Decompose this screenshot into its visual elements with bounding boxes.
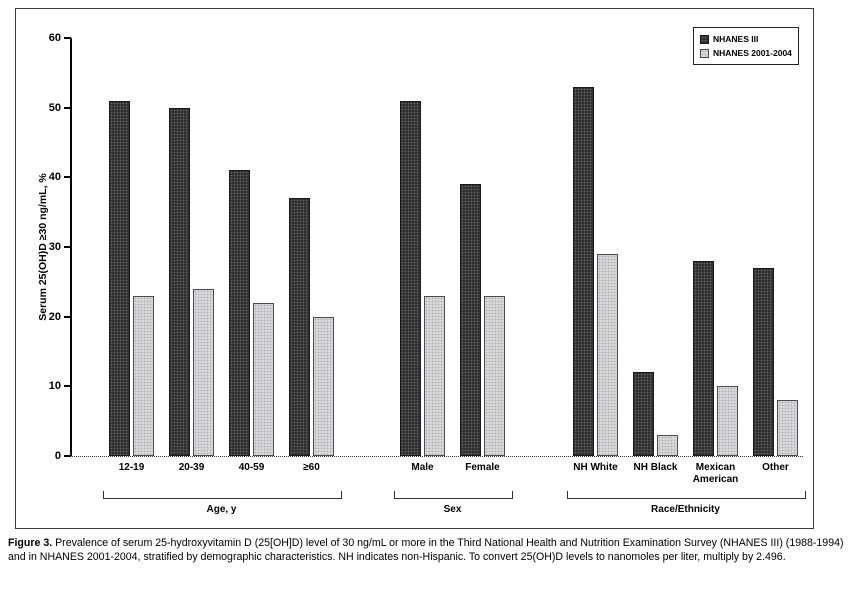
category-label-female: Female — [465, 462, 500, 473]
legend-label-nhanes-2001-2004: NHANES 2001-2004 — [713, 48, 792, 58]
group-label-age-y: Age, y — [206, 504, 237, 515]
bar-nhanes-2001-2004-20-39 — [193, 288, 214, 456]
bar-nhanes-iii-mexican-american — [693, 260, 714, 456]
y-axis-tick-50 — [64, 106, 71, 109]
group-label-race-ethnicity: Race/Ethnicity — [651, 504, 720, 515]
figure-caption-text: Prevalence of serum 25-hydroxyvitamin D … — [8, 537, 844, 563]
bar-nhanes-iii-20-39 — [169, 107, 190, 456]
y-axis-tick-40 — [64, 176, 71, 179]
bar-nhanes-2001-2004-nh-black — [657, 435, 678, 456]
category-label-60: ≥60 — [303, 462, 320, 473]
y-axis-tick-label-20: 20 — [48, 310, 61, 323]
category-label-nh-white: NH White — [573, 462, 618, 473]
legend-item-nhanes-iii: NHANES III — [700, 34, 792, 44]
y-axis-tick-label-30: 30 — [48, 241, 61, 253]
bar-nhanes-2001-2004-60 — [313, 316, 334, 456]
bar-nhanes-2001-2004-mexican-american — [717, 386, 738, 456]
group-bracket-sex — [394, 491, 513, 499]
legend-swatch-nhanes-2001-2004 — [700, 48, 709, 58]
group-label-sex: Sex — [443, 504, 462, 515]
y-axis-tick-20 — [64, 315, 71, 318]
group-bracket-race-ethnicity — [567, 491, 806, 499]
y-axis-tick-label-10: 10 — [48, 380, 61, 393]
y-axis-tick-label-0: 0 — [54, 450, 61, 462]
category-label-other: Other — [762, 462, 789, 473]
y-axis-tick-label-60: 60 — [48, 32, 61, 44]
chart-frame: NHANES III NHANES 2001-2004 Serum 25(OH)… — [15, 8, 814, 529]
bar-nhanes-2001-2004-female — [484, 295, 505, 456]
bar-nhanes-iii-40-59 — [229, 170, 250, 456]
bar-nhanes-iii-12-19 — [109, 100, 130, 456]
category-label-mexican-american: Mexican American — [692, 462, 739, 485]
bar-nhanes-iii-male — [400, 100, 421, 456]
bar-nhanes-iii-nh-white — [573, 86, 594, 456]
bar-nhanes-iii-female — [460, 184, 481, 456]
category-label-20-39: 20-39 — [178, 462, 205, 473]
y-axis-tick-10 — [64, 385, 71, 388]
bar-nhanes-2001-2004-other — [777, 400, 798, 456]
category-label-12-19: 12-19 — [118, 462, 145, 473]
y-axis-tick-label-40: 40 — [48, 171, 61, 184]
bar-nhanes-iii-nh-black — [633, 372, 654, 456]
bar-nhanes-iii-60 — [289, 198, 310, 456]
y-axis-tick-60 — [64, 37, 71, 39]
y-axis-tick-label-50: 50 — [48, 101, 61, 114]
bar-nhanes-2001-2004-40-59 — [253, 302, 274, 456]
figure-caption: Figure 3. Prevalence of serum 25-hydroxy… — [8, 537, 844, 565]
bar-nhanes-iii-other — [753, 267, 774, 456]
bar-nhanes-2001-2004-male — [424, 295, 445, 456]
legend: NHANES III NHANES 2001-2004 — [693, 27, 799, 65]
legend-swatch-nhanes-iii — [700, 34, 709, 44]
legend-item-nhanes-2001-2004: NHANES 2001-2004 — [700, 48, 792, 58]
y-axis-tick-0 — [64, 455, 71, 457]
plot-area: 0 10 20 30 40 50 60 12-19 20-39 40-59 ≥60 Age, y Mal… — [49, 32, 806, 515]
y-axis-tick-30 — [64, 246, 71, 248]
category-label-nh-black: NH Black — [633, 462, 678, 473]
group-bracket-age-y — [103, 491, 342, 499]
figure-caption-number: Figure 3. — [8, 537, 53, 549]
bar-nhanes-2001-2004-12-19 — [133, 295, 154, 456]
legend-label-nhanes-iii: NHANES III — [713, 34, 759, 44]
category-label-male: Male — [411, 462, 434, 473]
bar-nhanes-2001-2004-nh-white — [597, 253, 618, 456]
category-label-40-59: 40-59 — [238, 462, 265, 473]
